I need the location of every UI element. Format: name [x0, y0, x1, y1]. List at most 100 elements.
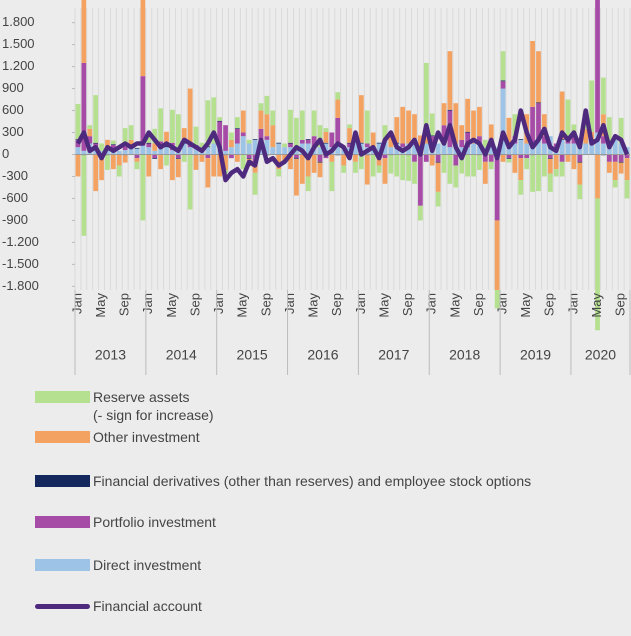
bar [305, 139, 311, 140]
bar [240, 154, 246, 170]
bar [547, 154, 553, 159]
bar [282, 147, 287, 155]
bar [612, 161, 618, 181]
y-tick-label: 1.800 [2, 14, 35, 29]
bar [477, 143, 482, 155]
bar [282, 154, 287, 162]
bar [601, 136, 606, 144]
bar [577, 161, 583, 163]
bar [75, 103, 81, 140]
bar [536, 102, 541, 104]
bar [175, 158, 181, 159]
bar [175, 158, 181, 178]
bar [229, 132, 234, 140]
bar [282, 143, 287, 148]
bar [518, 139, 524, 140]
bar [595, 154, 600, 199]
y-tick-label: -300 [2, 168, 28, 183]
bar [565, 99, 571, 137]
bar [518, 139, 524, 155]
bar [217, 154, 223, 177]
bar [583, 121, 589, 129]
bar [294, 154, 299, 159]
x-tick-label: May [306, 293, 321, 318]
bar [547, 158, 553, 174]
bar [81, 62, 87, 151]
bar [364, 155, 370, 185]
bar [618, 154, 624, 162]
bar [506, 117, 512, 148]
x-tick-label: Jan [353, 293, 368, 314]
bar [394, 117, 400, 143]
bar [429, 135, 435, 137]
bar [299, 139, 305, 144]
bar [205, 154, 211, 159]
bar [128, 139, 134, 148]
x-tick-label: Sep [613, 293, 628, 316]
bar [601, 143, 606, 155]
bar [376, 165, 382, 173]
bar [329, 132, 335, 148]
bar [152, 143, 158, 151]
bar [152, 128, 158, 144]
bar [193, 155, 199, 170]
year-label: 2013 [95, 347, 126, 363]
bar [75, 154, 81, 177]
x-tick-label: Sep [258, 293, 273, 316]
bar [152, 158, 158, 159]
bar [299, 110, 305, 140]
bar [447, 154, 453, 184]
y-tick-label: 0 [2, 146, 9, 161]
bar [235, 117, 240, 129]
bar [294, 117, 299, 151]
bar [530, 155, 535, 192]
bar [305, 176, 311, 192]
bar [624, 158, 630, 181]
bar [294, 150, 299, 155]
bar [453, 165, 459, 188]
bar [606, 161, 612, 173]
bar [512, 143, 518, 155]
bar [134, 161, 140, 170]
bar [264, 114, 270, 137]
bar [524, 158, 530, 170]
bar [329, 154, 335, 162]
bar [235, 143, 240, 155]
bar [122, 150, 128, 155]
bar [288, 154, 293, 170]
bar [536, 103, 541, 140]
bar [618, 117, 624, 144]
x-tick-label: Jan [69, 293, 84, 314]
bar [583, 128, 589, 144]
bar [276, 154, 282, 170]
bar [465, 98, 470, 132]
bar [175, 114, 181, 148]
bar [305, 139, 311, 144]
bar [353, 139, 358, 155]
bar [559, 154, 565, 162]
bar [512, 154, 518, 173]
bar [235, 154, 240, 162]
bar [146, 154, 152, 177]
bar [235, 128, 240, 144]
bar [99, 150, 104, 155]
bar [187, 147, 193, 155]
bar [246, 143, 252, 155]
bar [465, 132, 470, 148]
x-tick-label: May [164, 293, 179, 318]
bar [305, 154, 311, 177]
bar [624, 154, 630, 159]
bar [164, 154, 169, 166]
x-tick-label: Jan [211, 293, 226, 314]
bar [382, 158, 388, 184]
y-tick-label: 600 [2, 102, 24, 117]
bar [270, 147, 276, 155]
bar [418, 205, 423, 221]
bar [252, 139, 258, 155]
bar [506, 158, 512, 159]
year-label: 2017 [378, 347, 409, 363]
bar [453, 103, 459, 144]
bar [577, 147, 583, 155]
